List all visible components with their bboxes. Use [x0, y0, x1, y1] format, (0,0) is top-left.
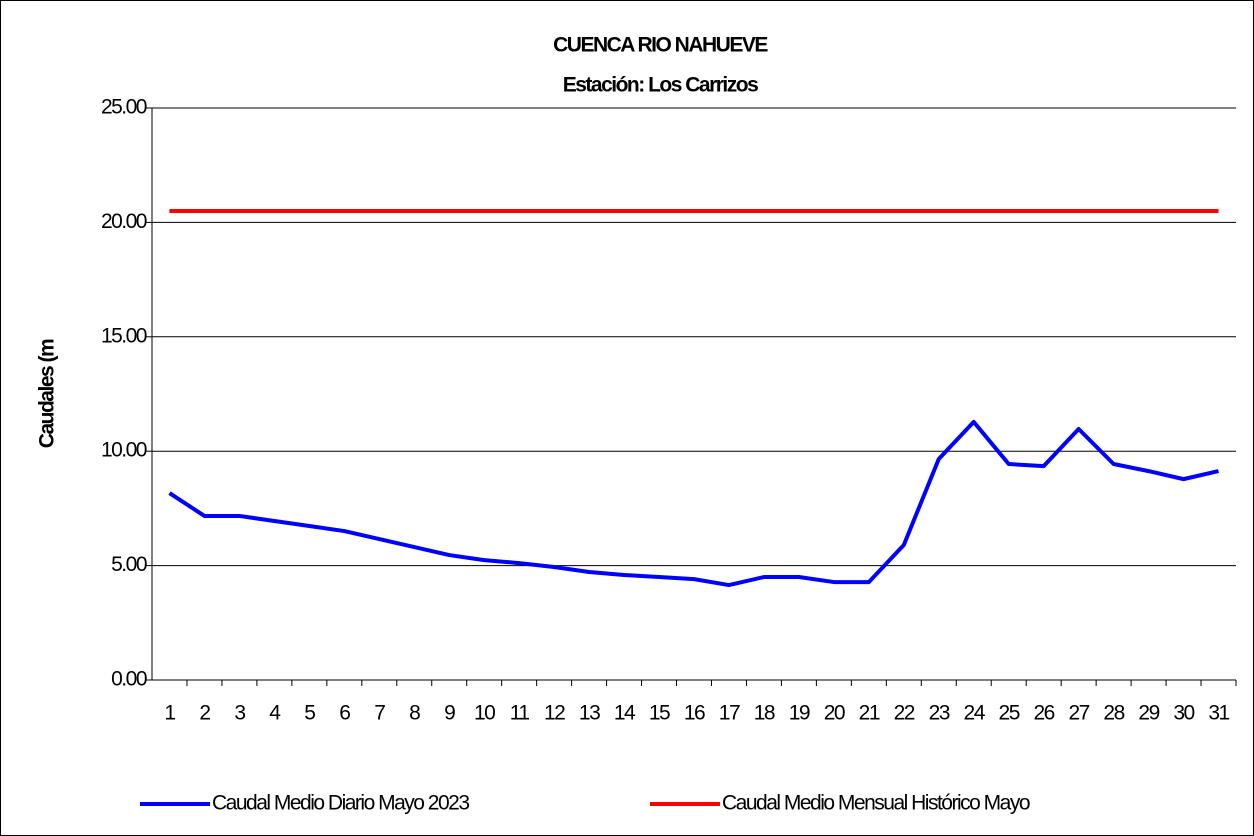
y-tick-label: 20.00	[101, 210, 147, 233]
y-tick-label: 0.00	[111, 668, 147, 691]
x-tick-label: 10	[474, 702, 495, 725]
x-tick-label: 24	[964, 702, 986, 725]
x-tick-label: 4	[269, 702, 281, 725]
x-tick-label: 22	[894, 702, 915, 725]
x-tick-label: 21	[859, 702, 880, 725]
x-tick-label: 8	[409, 702, 420, 725]
x-tick-label: 17	[719, 702, 740, 725]
legend-label: Caudal Medio Diario Mayo 2023	[212, 792, 469, 815]
x-tick-label: 12	[544, 702, 565, 725]
x-tick-label: 28	[1103, 702, 1124, 725]
chart-title: CUENCA RIO NAHUEVE	[553, 34, 768, 57]
legend-label: Caudal Medio Mensual Histórico Mayo	[722, 792, 1030, 815]
y-tick-label: 15.00	[101, 324, 147, 347]
x-tick-label: 2	[199, 702, 210, 725]
x-tick-label: 14	[614, 702, 636, 725]
x-tick-label: 11	[510, 702, 530, 725]
x-tick-label: 26	[1033, 702, 1054, 725]
x-tick-label: 19	[789, 702, 810, 725]
x-tick-label: 7	[374, 702, 385, 725]
x-tick-label: 13	[579, 702, 600, 725]
chart-title: Estación: Los Carrizos	[563, 74, 758, 97]
x-tick-label: 25	[999, 702, 1020, 725]
x-tick-label: 29	[1138, 702, 1159, 725]
x-tick-label: 5	[304, 702, 315, 725]
x-tick-label: 15	[649, 702, 670, 725]
y-tick-label: 5.00	[111, 553, 147, 576]
x-tick-label: 20	[824, 702, 845, 725]
x-tick-label: 30	[1173, 702, 1194, 725]
x-tick-label: 1	[164, 702, 175, 725]
x-tick-label: 16	[684, 702, 705, 725]
x-tick-label: 31	[1208, 702, 1229, 725]
x-tick-label: 3	[234, 702, 245, 725]
series-line	[168, 419, 1219, 588]
y-tick-label: 25.00	[101, 96, 147, 119]
x-tick-label: 18	[754, 702, 775, 725]
y-axis-label: Caudales (m	[36, 339, 59, 448]
x-tick-label: 23	[929, 702, 950, 725]
y-tick-label: 10.00	[101, 439, 147, 462]
x-tick-label: 6	[339, 702, 350, 725]
x-tick-label: 27	[1068, 702, 1089, 725]
x-tick-label: 9	[444, 702, 455, 725]
